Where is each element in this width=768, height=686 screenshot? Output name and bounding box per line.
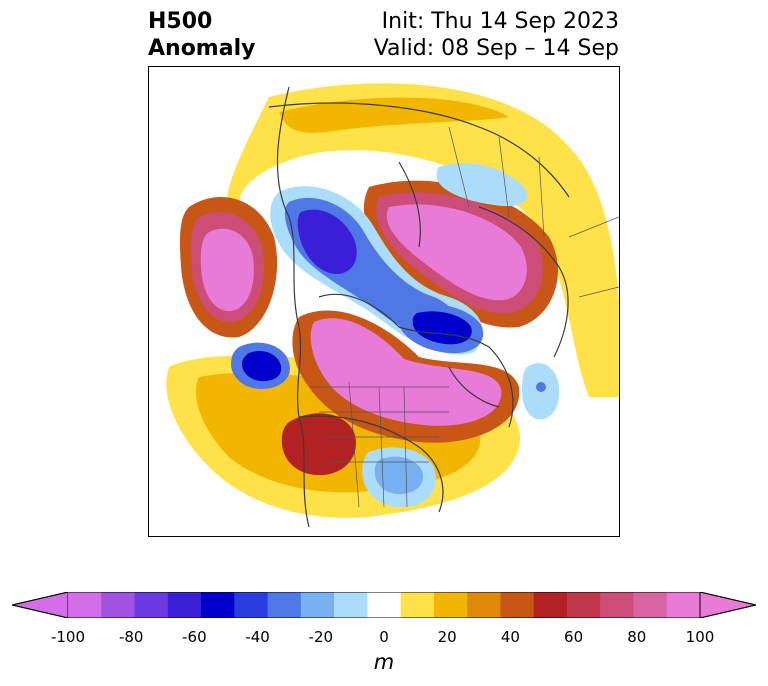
colorbar-segment (167, 592, 202, 618)
colorbar-segment (68, 592, 102, 618)
anomaly-arctic-positive-max (386, 204, 527, 301)
anomaly-western-us-positive (281, 413, 356, 476)
title-left: H500 Anomaly (148, 8, 255, 62)
colorbar (12, 592, 756, 618)
colorbar-segment (367, 592, 402, 618)
colorbar-tick-label: -40 (245, 628, 270, 646)
colorbar-segment (334, 592, 368, 618)
colorbar-segment (234, 592, 269, 618)
title-field: H500 (148, 9, 213, 34)
colorbar-tick-label: -80 (118, 628, 144, 646)
colorbar-segment (467, 592, 501, 618)
colorbar-segment (400, 592, 435, 618)
colorbar-segment (600, 592, 634, 618)
title-right: Init: Thu 14 Sep 2023 Valid: 08 Sep – 14… (374, 8, 619, 62)
colorbar-tick-label: 60 (564, 628, 584, 646)
political-borders (309, 126, 619, 508)
colorbar-segment (500, 592, 535, 618)
colorbar-segment (666, 592, 701, 618)
colorbar-segment (134, 592, 169, 618)
colorbar-segment (101, 592, 136, 618)
colorbar-segment (633, 592, 668, 618)
anomaly-alaska-negative-core (297, 209, 357, 275)
colorbar-tick-label: 0 (379, 628, 389, 646)
colorbar-tick-label: -20 (308, 628, 334, 646)
colorbar-segment (201, 592, 235, 618)
coastlines (268, 86, 570, 528)
anomaly-ring-yellow (227, 83, 619, 397)
colorbar-tick-label: -100 (50, 628, 86, 646)
colorbar-tick-label: 40 (500, 628, 520, 646)
colorbar-tick-label: 80 (627, 628, 647, 646)
colorbar-tick-label: -60 (182, 628, 207, 646)
colorbar-segment (267, 592, 302, 618)
anomaly-canada-positive-max (310, 318, 502, 426)
colorbar-unit: m (373, 650, 395, 674)
colorbar-extend-high (699, 592, 756, 618)
anomaly-arctic-negative (436, 163, 528, 207)
anomaly-map (148, 66, 620, 537)
colorbar-tick-label: 100 (685, 628, 715, 646)
colorbar-segment (566, 592, 601, 618)
colorbar-extend-low (12, 592, 69, 618)
anomaly-ring-orange (279, 97, 509, 133)
init-time: Init: Thu 14 Sep 2023 (381, 9, 619, 34)
colorbar-segment (300, 592, 335, 618)
valid-period: Valid: 08 Sep – 14 Sep (373, 36, 619, 61)
colorbar-segment (533, 592, 568, 618)
title-variable: Anomaly (148, 36, 256, 61)
anomaly-atlantic-negative-core (536, 382, 546, 392)
anomaly-pacific-positive-max (200, 228, 254, 312)
map-svg (166, 83, 619, 528)
colorbar-tick-label: 20 (437, 628, 457, 646)
colorbar-segment (433, 592, 468, 618)
anomaly-npacific-negative-core (242, 350, 282, 382)
anomaly-eastern-us-negative-core (374, 456, 423, 495)
